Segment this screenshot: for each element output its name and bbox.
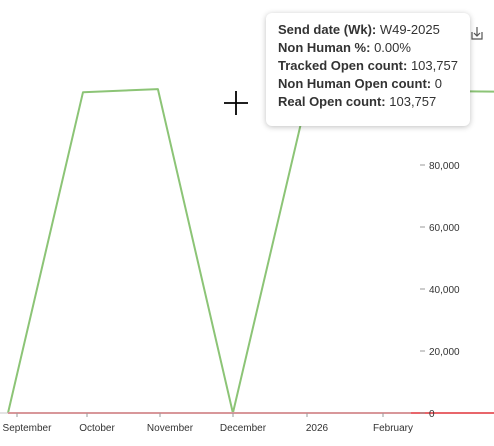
tooltip-value: 0.00%: [374, 40, 411, 55]
x-tick-label: February: [373, 423, 413, 434]
x-tick-label: September: [3, 423, 53, 434]
tooltip-key: Non Human %:: [278, 40, 371, 55]
download-icon[interactable]: [470, 26, 484, 42]
y-tick-label: 80,000: [429, 161, 460, 172]
tooltip-value: 0: [434, 76, 442, 91]
tooltip-row-non-human-open: Non Human Open count: 0: [278, 75, 470, 93]
tooltip-key: Send date (Wk):: [278, 22, 377, 37]
x-tick-label: 2026: [306, 423, 329, 434]
y-tick-label: 40,000: [429, 285, 460, 296]
tooltip-row-non-human-pct: Non Human %: 0.00%: [278, 39, 470, 57]
x-tick-label: October: [79, 423, 115, 434]
hover-markers: [224, 91, 248, 115]
x-tick-label: December: [220, 423, 267, 434]
x-tick-label: November: [147, 423, 194, 434]
tooltip-key: Non Human Open count:: [278, 76, 432, 91]
axes: September October November December 2026 Febr…: [0, 161, 460, 434]
tooltip-value: W49-2025: [379, 22, 440, 37]
plot-area: [7, 88, 494, 414]
y-tick-label: 20,000: [429, 347, 460, 358]
data-tooltip: Send date (Wk): W49-2025 Non Human %: 0.…: [266, 13, 470, 126]
y-tick-label: 0: [429, 409, 435, 420]
tooltip-value: 103,757: [410, 58, 458, 73]
tooltip-key: Tracked Open count:: [278, 58, 408, 73]
tooltip-row-send-date: Send date (Wk): W49-2025: [278, 21, 470, 39]
tooltip-value: 103,757: [389, 94, 437, 109]
series-line-tracked-open: [7, 88, 494, 414]
y-tick-label: 60,000: [429, 223, 460, 234]
tooltip-row-real-open: Real Open count: 103,757: [278, 93, 470, 111]
tooltip-row-tracked-open: Tracked Open count: 103,757: [278, 57, 470, 75]
tooltip-key: Real Open count:: [278, 94, 386, 109]
